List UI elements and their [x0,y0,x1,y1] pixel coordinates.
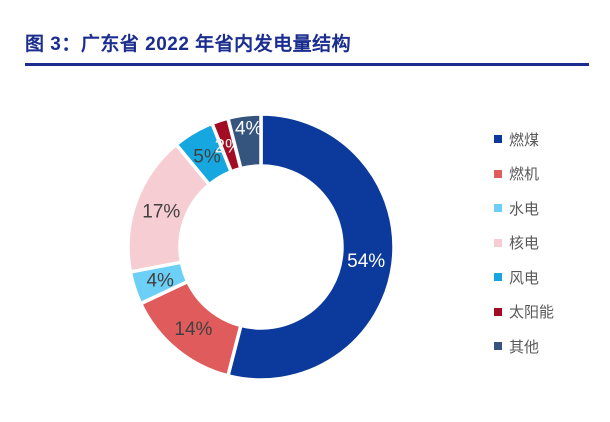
legend-label: 风电 [509,269,540,287]
legend-label: 水电 [509,200,540,218]
legend: 燃煤燃机水电核电风电太阳能其他 [494,122,554,364]
legend-swatch [494,169,502,178]
legend-item-水电: 水电 [494,191,554,226]
legend-label: 燃煤 [509,131,540,149]
legend-swatch [494,342,502,351]
slice-label-燃煤: 54% [347,251,385,272]
legend-item-燃机: 燃机 [494,157,554,192]
slice-label-核电: 17% [142,202,180,223]
legend-label: 核电 [509,235,540,253]
legend-swatch [494,273,502,282]
legend-item-其他: 其他 [494,329,554,364]
slice-label-其他: 4% [235,118,263,139]
legend-swatch [494,238,502,247]
legend-label: 燃机 [509,166,540,184]
figure-header: 图 3：广东省 2022 年省内发电量结构 [25,29,589,66]
legend-label: 其他 [509,338,540,356]
legend-swatch [494,204,502,213]
figure-title: 图 3：广东省 2022 年省内发电量结构 [25,34,352,55]
legend-swatch [494,307,502,316]
legend-label: 太阳能 [509,304,555,322]
donut-slice-燃煤 [226,112,396,382]
slice-label-燃机: 14% [174,319,212,340]
donut-slice-其他 [226,112,263,171]
legend-swatch [494,135,502,144]
legend-item-太阳能: 太阳能 [494,295,554,330]
slice-label-水电: 4% [146,270,174,291]
legend-item-燃煤: 燃煤 [494,122,554,157]
legend-item-核电: 核电 [494,226,554,261]
legend-item-风电: 风电 [494,260,554,295]
slice-label-风电: 5% [193,146,221,167]
